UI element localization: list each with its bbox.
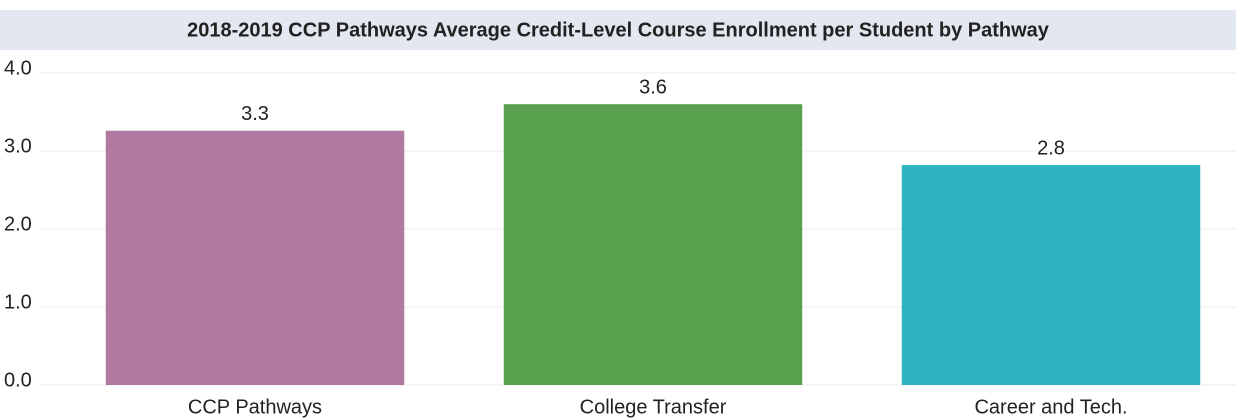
x-tick-label: College Transfer	[580, 396, 727, 418]
y-tick-label: 3.0	[4, 135, 32, 157]
chart-title: 2018-2019 CCP Pathways Average Credit-Le…	[187, 19, 1050, 41]
y-tick-label: 1.0	[4, 291, 32, 313]
x-tick-label: Career and Tech.	[974, 396, 1127, 418]
data-label: 3.6	[639, 76, 667, 98]
bar	[105, 130, 405, 385]
title-band	[0, 10, 1236, 50]
y-tick-label: 0.0	[4, 369, 32, 391]
data-label: 3.3	[241, 103, 269, 125]
data-label: 2.8	[1037, 137, 1065, 159]
bar	[503, 104, 803, 385]
bar	[901, 165, 1201, 385]
x-tick-label: CCP Pathways	[188, 396, 322, 418]
y-tick-label: 2.0	[4, 213, 32, 235]
y-tick-label: 4.0	[4, 57, 32, 79]
